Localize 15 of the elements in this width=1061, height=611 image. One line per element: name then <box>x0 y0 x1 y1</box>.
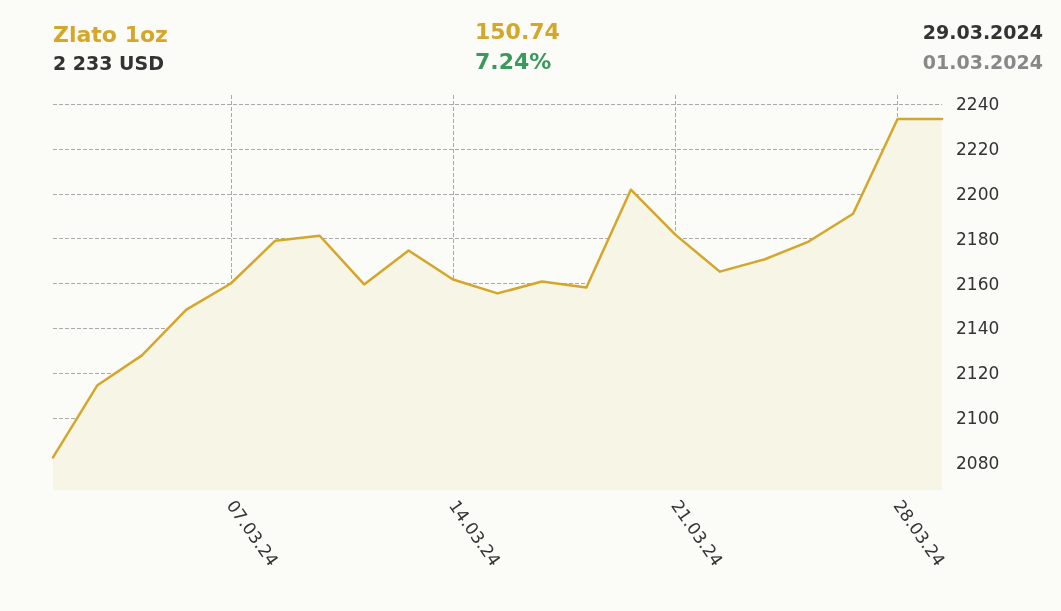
text: 7.24% <box>475 48 552 74</box>
y-tick-label: 2160 <box>956 273 1000 294</box>
y-tick-label: 2080 <box>956 453 1000 474</box>
y-tick-label: 2220 <box>956 138 1000 159</box>
y-tick-label: 2100 <box>956 408 1000 429</box>
y-tick-label: 2120 <box>956 363 1000 384</box>
chart-subtitle: 2 233 USD <box>53 51 164 74</box>
y-tick-label: 2180 <box>956 228 1000 249</box>
y-tick-label: 2240 <box>956 93 1000 114</box>
chart-title: Zlato 1oz <box>53 21 168 47</box>
text: 150.74 <box>475 18 560 44</box>
text: 29.03.2024 <box>922 20 1044 43</box>
y-tick-label: 2200 <box>956 183 1000 204</box>
text: 01.03.2024 <box>922 50 1044 73</box>
y-tick-label: 2140 <box>956 318 1000 339</box>
